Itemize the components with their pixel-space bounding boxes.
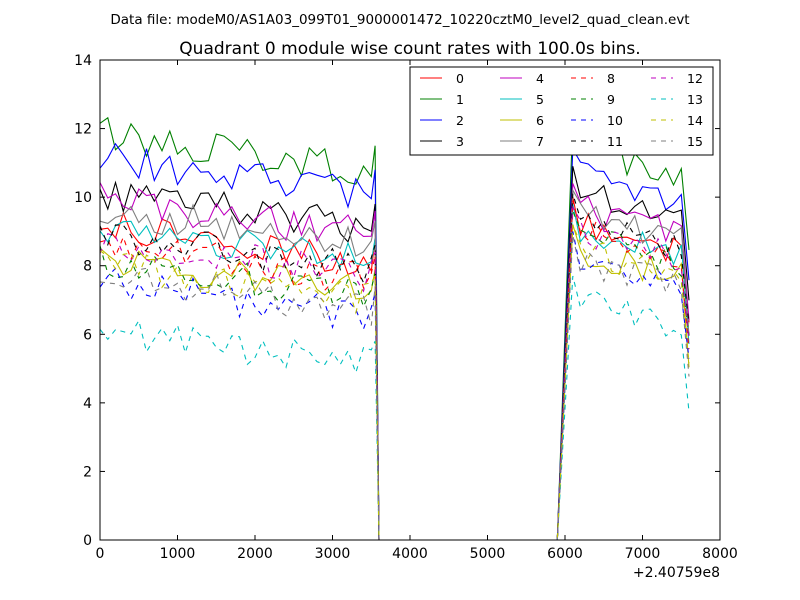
series-line-10 (99, 231, 690, 541)
series-line-14 (99, 224, 690, 541)
legend-label-0: 0 (456, 71, 464, 86)
legend-label-14: 14 (687, 113, 703, 128)
legend-label-12: 12 (687, 71, 703, 86)
series-line-7 (99, 188, 690, 541)
legend-label-7: 7 (536, 134, 544, 149)
x-tick-label: 4000 (392, 546, 428, 562)
y-tick-label: 0 (83, 533, 92, 549)
y-tick-label: 2 (83, 464, 92, 480)
series-line-1 (99, 116, 690, 541)
series-line-3 (99, 166, 690, 541)
chart-title: Quadrant 0 module wise count rates with … (179, 39, 640, 59)
x-tick-label: 6000 (547, 546, 583, 562)
series-line-12 (99, 205, 690, 541)
series-line-5 (99, 203, 690, 541)
series-line-4 (99, 182, 690, 541)
y-tick-label: 14 (74, 53, 92, 69)
legend-label-3: 3 (456, 134, 464, 149)
legend-label-4: 4 (536, 71, 544, 86)
legend-label-11: 11 (607, 134, 623, 149)
x-tick-label: 7000 (625, 546, 661, 562)
legend-label-9: 9 (607, 92, 615, 107)
y-tick-label: 12 (74, 122, 92, 138)
x-tick-label: 2000 (237, 546, 273, 562)
x-tick-label: 5000 (470, 546, 506, 562)
x-offset-label: +2.40759e8 (633, 565, 720, 581)
series-line-0 (99, 196, 690, 541)
y-tick-label: 8 (83, 259, 92, 275)
series-line-9 (99, 210, 690, 541)
legend-label-2: 2 (456, 113, 464, 128)
legend-label-8: 8 (607, 71, 615, 86)
chart-suptitle: Data file: modeM0/AS1A03_099T01_90000014… (110, 12, 689, 28)
x-tick-label: 1000 (160, 546, 196, 562)
series-line-2 (99, 142, 690, 541)
axes: 0 1000 2000 3000 4000 5000 6000 7000 80000246810… (74, 53, 738, 562)
x-tick-label: 0 (96, 546, 105, 562)
x-tick-label: 8000 (702, 546, 738, 562)
legend-label-10: 10 (607, 113, 623, 128)
series-line-8 (99, 200, 690, 541)
legend-label-13: 13 (687, 92, 703, 107)
legend-label-5: 5 (536, 92, 544, 107)
legend-frame (409, 66, 714, 156)
legend-label-1: 1 (456, 92, 464, 107)
y-tick-label: 4 (83, 396, 92, 412)
series-line-13 (99, 275, 690, 541)
plot-lines (99, 116, 690, 541)
y-tick-label: 10 (74, 190, 92, 206)
legend-label-6: 6 (536, 113, 544, 128)
y-tick-label: 6 (83, 327, 92, 343)
x-tick-label: 3000 (315, 546, 351, 562)
series-line-15 (99, 234, 690, 541)
legend-label-15: 15 (687, 134, 703, 149)
